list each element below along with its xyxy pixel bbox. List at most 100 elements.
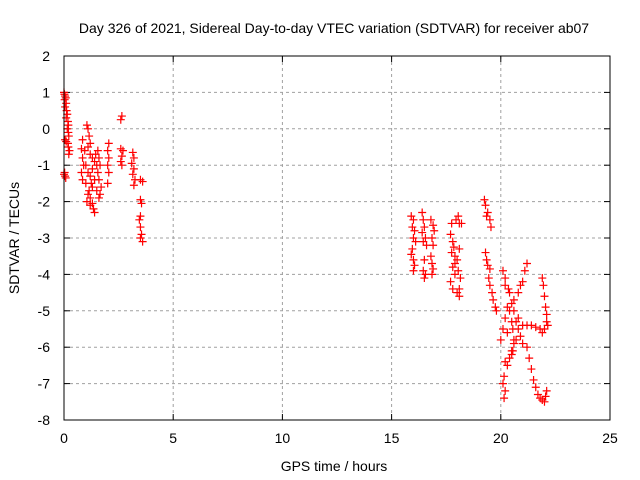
- data-point: [457, 219, 466, 228]
- data-point: [507, 299, 516, 308]
- data-point: [138, 177, 147, 186]
- data-point: [448, 237, 457, 246]
- y-tick-label: -6: [38, 339, 51, 355]
- data-point: [536, 394, 545, 403]
- data-point: [135, 215, 144, 224]
- data-point: [137, 199, 146, 208]
- data-point: [93, 146, 102, 155]
- data-point: [63, 124, 72, 133]
- data-point: [61, 102, 70, 111]
- data-point: [525, 354, 534, 363]
- data-point: [103, 161, 112, 170]
- data-point: [85, 132, 94, 141]
- data-point: [531, 323, 540, 332]
- data-point: [419, 237, 428, 246]
- data-point: [540, 292, 549, 301]
- data-point: [96, 161, 105, 170]
- data-point: [409, 255, 418, 264]
- x-axis-label: GPS time / hours: [281, 458, 388, 474]
- data-point: [64, 150, 73, 159]
- data-point: [86, 201, 95, 210]
- data-point: [86, 139, 95, 148]
- data-point: [429, 264, 438, 273]
- y-tick-label: -8: [38, 412, 51, 428]
- data-point: [481, 248, 490, 257]
- data-point: [485, 215, 494, 224]
- data-point: [446, 230, 455, 239]
- data-point: [117, 161, 126, 170]
- data-points: [60, 88, 552, 406]
- data-point: [64, 132, 73, 141]
- data-point: [509, 335, 518, 344]
- data-point: [450, 259, 459, 268]
- data-point: [104, 139, 113, 148]
- data-point: [90, 157, 99, 166]
- data-point: [455, 244, 464, 253]
- data-point: [523, 343, 532, 352]
- data-point: [418, 208, 427, 217]
- data-point: [430, 226, 439, 235]
- data-point: [419, 215, 428, 224]
- data-point: [418, 228, 427, 237]
- data-point: [483, 261, 492, 270]
- data-point: [78, 153, 87, 162]
- data-point: [543, 321, 552, 330]
- chart-title: Day 326 of 2021, Sidereal Day-to-day VTE…: [79, 20, 589, 36]
- data-point: [136, 212, 145, 221]
- data-point: [541, 303, 550, 312]
- data-point: [84, 168, 93, 177]
- data-point: [509, 295, 518, 304]
- data-point: [428, 270, 437, 279]
- data-point: [516, 332, 525, 341]
- data-point: [454, 266, 463, 275]
- data-point: [118, 146, 127, 155]
- data-point: [136, 175, 145, 184]
- data-point: [505, 306, 514, 315]
- data-point: [453, 288, 462, 297]
- data-point: [86, 172, 95, 181]
- data-point: [409, 215, 418, 224]
- data-point: [64, 143, 73, 151]
- data-point: [538, 274, 547, 283]
- data-point: [541, 392, 550, 401]
- data-point: [409, 234, 418, 242]
- data-point: [503, 361, 512, 370]
- data-point: [483, 208, 492, 217]
- data-point: [505, 354, 514, 363]
- data-point: [61, 173, 70, 182]
- data-point: [78, 175, 87, 184]
- data-point: [516, 281, 525, 290]
- data-point: [426, 215, 435, 224]
- data-point: [116, 144, 125, 153]
- data-point: [136, 223, 145, 232]
- data-point: [501, 274, 510, 283]
- data-point: [97, 183, 106, 192]
- data-point: [136, 195, 145, 204]
- x-tick-label: 0: [60, 430, 68, 446]
- data-point: [489, 295, 498, 304]
- data-point: [523, 259, 532, 268]
- data-point: [518, 277, 527, 286]
- data-point: [103, 179, 112, 188]
- data-point: [62, 99, 71, 108]
- data-point: [492, 306, 501, 315]
- data-point: [540, 325, 549, 333]
- data-point: [503, 303, 512, 312]
- data-point: [138, 237, 147, 246]
- y-tick-label: 0: [42, 121, 50, 137]
- data-point: [420, 274, 429, 283]
- data-point: [482, 255, 491, 264]
- data-point: [128, 170, 137, 179]
- data-point: [104, 153, 113, 162]
- data-point: [63, 110, 72, 119]
- x-tick-label: 25: [602, 430, 618, 446]
- data-point: [482, 212, 491, 221]
- data-point: [533, 390, 542, 399]
- data-point: [520, 266, 529, 275]
- data-point: [411, 237, 420, 246]
- data-point: [507, 317, 516, 326]
- data-point: [64, 121, 73, 130]
- data-point: [429, 241, 438, 250]
- data-point: [88, 183, 97, 192]
